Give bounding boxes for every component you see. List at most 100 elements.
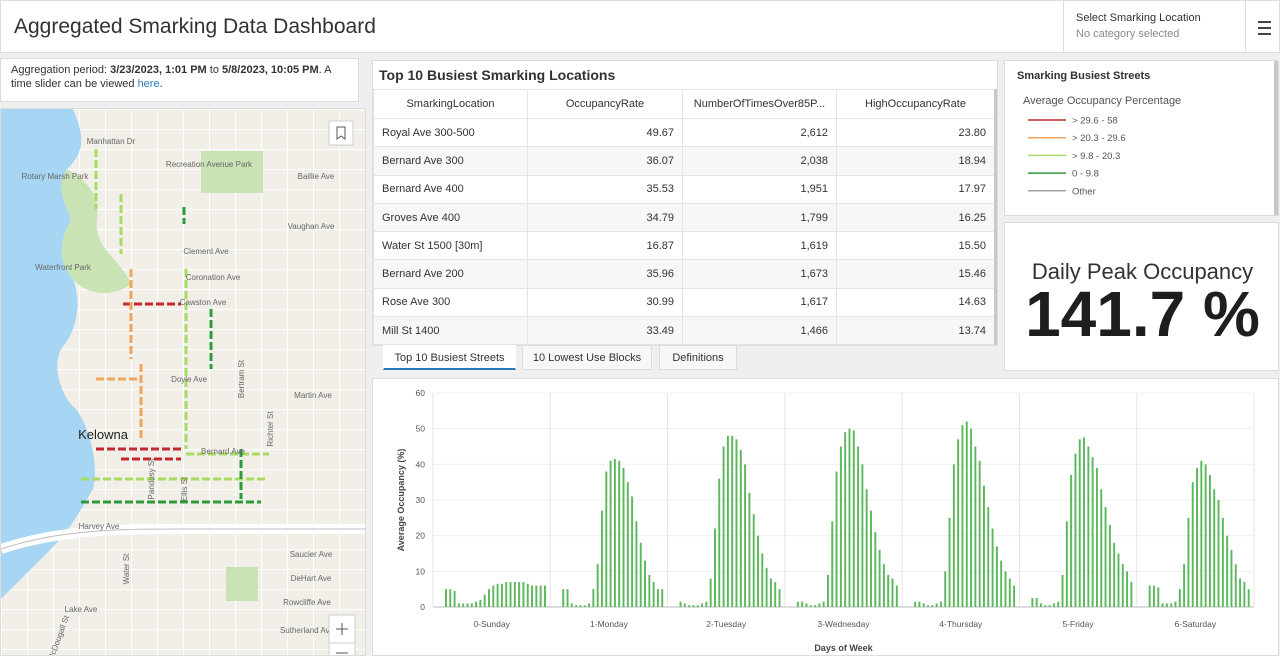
bar	[609, 460, 612, 607]
bar	[826, 574, 829, 607]
bar	[757, 535, 759, 607]
table-cell: 35.53	[527, 174, 683, 204]
bar	[639, 542, 642, 607]
bar	[1087, 446, 1090, 607]
bar	[679, 601, 682, 607]
bar	[752, 514, 755, 607]
tab[interactable]: Definitions	[659, 345, 737, 370]
location-selector[interactable]: Select Smarking Location No category sel…	[1063, 1, 1245, 52]
bar	[761, 553, 764, 607]
bar	[935, 603, 938, 607]
bar	[948, 517, 951, 607]
map-label: DeHart Ave	[291, 574, 332, 583]
bar	[882, 564, 885, 607]
bar	[739, 450, 742, 607]
bar	[656, 589, 659, 607]
lake	[1, 109, 96, 599]
tab[interactable]: Top 10 Busiest Streets	[383, 345, 516, 370]
y-tick-label: 40	[416, 459, 426, 469]
bar	[861, 464, 864, 607]
bar	[683, 603, 686, 607]
zoom-out[interactable]	[328, 642, 356, 656]
table-panel: Top 10 Busiest Smarking Locations Smarki…	[372, 60, 998, 346]
bar	[1165, 603, 1168, 607]
park	[226, 567, 258, 601]
bar	[1065, 521, 1068, 607]
table-cell: 18.94	[836, 146, 995, 176]
bar	[592, 589, 595, 607]
bar	[814, 605, 817, 607]
bar	[470, 603, 473, 607]
table-row: Bernard Ave 400 35.53 1,951 17.97	[373, 174, 995, 204]
bar	[731, 435, 734, 607]
scrollbar[interactable]	[1274, 61, 1278, 215]
table-cell: 1,799	[682, 202, 837, 233]
bar	[939, 601, 942, 607]
table: SmarkingLocation OccupancyRate NumberOfTim…	[373, 89, 995, 345]
table-cell: 15.46	[836, 259, 995, 289]
bar	[974, 446, 977, 607]
bar	[1183, 564, 1186, 607]
bar	[579, 605, 582, 607]
tab[interactable]: 10 Lowest Use Blocks	[522, 345, 652, 370]
legend-label: > 9.8 - 20.3	[1072, 151, 1120, 162]
bar	[965, 421, 968, 607]
bar	[1234, 564, 1237, 607]
scrollbar[interactable]	[994, 89, 997, 345]
bookmark-button[interactable]	[328, 120, 354, 146]
bar	[769, 578, 772, 607]
table-row: Water St 1500 [30m] 16.87 1,619 15.50	[373, 231, 995, 261]
bar	[505, 582, 508, 607]
bar	[1213, 489, 1216, 607]
map-label: Cawston Ave	[180, 298, 227, 307]
bar	[1196, 467, 1198, 607]
link[interactable]: here	[137, 78, 160, 90]
bar	[496, 583, 499, 607]
bar	[1044, 605, 1047, 607]
bar	[466, 603, 469, 607]
bar	[509, 582, 512, 607]
legend-title: Smarking Busiest Streets	[1017, 70, 1150, 82]
zoom-in[interactable]	[328, 614, 356, 644]
bar	[1243, 582, 1246, 607]
bar	[526, 583, 529, 607]
map[interactable]: Manhattan Dr Recreation Avenue Park Bailli…	[0, 108, 366, 656]
menu-button[interactable]	[1245, 1, 1279, 52]
bar	[479, 599, 482, 607]
bar	[995, 546, 998, 607]
y-axis-title: Average Occupancy (%)	[396, 449, 406, 552]
bar	[588, 603, 591, 607]
bar	[895, 585, 898, 607]
park	[201, 151, 263, 193]
indicator-title: Daily Peak Occupancy	[1031, 259, 1254, 284]
bar	[809, 605, 812, 607]
bar	[1170, 603, 1173, 607]
bar	[944, 571, 947, 607]
x-tick-label: 6-Saturday	[1175, 619, 1217, 629]
bar	[539, 585, 542, 607]
bar	[661, 589, 664, 607]
bar	[705, 601, 708, 607]
bar	[562, 589, 565, 607]
bar	[1070, 475, 1073, 607]
map-label: Rotary Marsh Park	[22, 172, 90, 181]
bar	[839, 446, 842, 607]
bar	[1239, 578, 1242, 607]
x-axis-title: Days of Week	[814, 643, 873, 653]
dashboard-title: Aggregated Smarking Data Dashboard	[14, 15, 376, 38]
bar	[613, 458, 616, 607]
bar	[1108, 524, 1111, 607]
bar	[870, 510, 872, 607]
bar	[601, 510, 603, 607]
column-header: NumberOfTimesOver85P...	[682, 89, 837, 119]
bar	[805, 603, 808, 607]
bar	[857, 446, 860, 607]
bar	[978, 460, 981, 607]
y-tick-label: 50	[416, 424, 426, 434]
map-label: Martin Ave	[294, 391, 332, 400]
street-segments	[81, 149, 269, 504]
bar	[1078, 439, 1081, 607]
table-cell: 34.79	[527, 202, 683, 233]
bar	[575, 605, 578, 607]
